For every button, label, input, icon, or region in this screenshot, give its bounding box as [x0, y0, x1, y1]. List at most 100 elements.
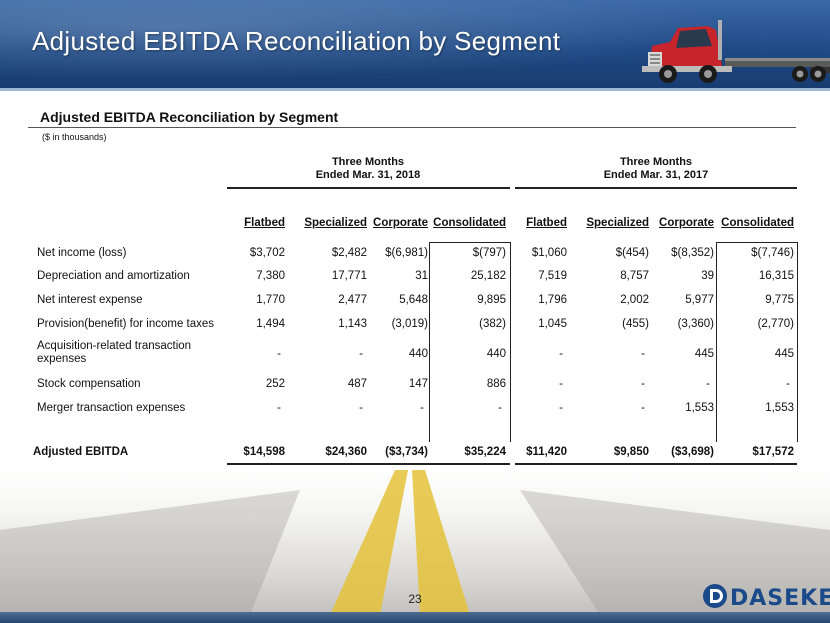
table-cell: 487 [347, 378, 367, 390]
table-cell: 1,770 [256, 294, 285, 306]
table-cell: - [641, 348, 645, 360]
table-cell: 252 [265, 378, 285, 390]
col-header-flatbed-2017: Flatbed [526, 217, 567, 229]
table-cell: 9,775 [765, 294, 794, 306]
table-cell: - [359, 402, 363, 414]
truck-illustration [642, 20, 830, 83]
table-cell: $(6,981) [385, 247, 428, 259]
total-cell: $14,598 [243, 446, 285, 458]
table-cell: (2,770) [757, 318, 794, 330]
col-header-flatbed-2018: Flatbed [244, 217, 285, 229]
col-header-consolidated-2018: Consolidated [433, 217, 506, 229]
table-cell: (382) [479, 318, 506, 330]
consolidated-box-2018 [429, 242, 511, 442]
table-cell: - [641, 378, 645, 390]
table-cell: 445 [694, 348, 714, 360]
table-cell: - [641, 402, 645, 414]
table-cell: 7,380 [256, 270, 285, 282]
table-cell: 9,895 [477, 294, 506, 306]
table-cell: 1,553 [685, 402, 714, 414]
col-header-corporate-2017: Corporate [659, 217, 714, 229]
period-header-2017: Three Months Ended Mar. 31, 2017 [556, 156, 756, 182]
slide-title: Adjusted EBITDA Reconciliation by Segmen… [32, 26, 561, 56]
table-cell: 445 [774, 348, 794, 360]
total-rule-2017 [515, 463, 797, 465]
table-cell: 440 [408, 348, 428, 360]
table-cell: 31 [415, 270, 428, 282]
table-cell: 1,553 [765, 402, 794, 414]
header-divider [0, 88, 830, 91]
title-rule [28, 127, 796, 128]
table-cell: 1,494 [256, 318, 285, 330]
table-cell: 1,045 [538, 318, 567, 330]
table-cell: 147 [408, 378, 428, 390]
col-header-specialized-2018: Specialized [304, 217, 367, 229]
col-header-consolidated-2017: Consolidated [721, 217, 794, 229]
period-rule-2018 [227, 187, 510, 189]
table-cell: 39 [701, 270, 714, 282]
table-cell: $2,482 [331, 247, 367, 259]
table-cell: 17,771 [331, 270, 367, 282]
row-label: Net interest expense [37, 294, 143, 306]
table-cell: 2,002 [620, 294, 649, 306]
period-2018-line2: Ended Mar. 31, 2018 [315, 169, 421, 181]
table-cell: 5,648 [399, 294, 428, 306]
table-cell: - [559, 348, 563, 360]
table-cell: 7,519 [538, 270, 567, 282]
row-label: Provision(benefit) for income taxes [37, 318, 215, 330]
row-label: Depreciation and amortization [37, 270, 190, 282]
table-cell: (3,019) [391, 318, 428, 330]
table-cell: - [559, 402, 563, 414]
total-label: Adjusted EBITDA [33, 446, 129, 458]
table-cell: - [359, 348, 363, 360]
footer-bar [0, 612, 830, 623]
page-number: 23 [408, 592, 422, 606]
table-cell: 1,143 [338, 318, 367, 330]
total-cell: $35,224 [464, 446, 506, 458]
table-title: Adjusted EBITDA Reconciliation by Segmen… [40, 109, 339, 125]
total-cell: ($3,734) [385, 446, 428, 458]
table-cell: $(454) [615, 247, 649, 259]
consolidated-box-2017 [716, 242, 798, 442]
table-cell: $(8,352) [671, 247, 714, 259]
table-cell: 440 [486, 348, 506, 360]
table-cell: 5,977 [685, 294, 714, 306]
table-cell: 886 [486, 378, 506, 390]
period-2017-line1: Three Months [619, 156, 693, 168]
units-note: ($ in thousands) [42, 132, 107, 142]
table-cell: 8,757 [620, 270, 649, 282]
table-cell: (3,360) [677, 318, 714, 330]
table-cell: $(7,746) [751, 247, 794, 259]
total-cell: $11,420 [526, 446, 567, 458]
table-cell: - [277, 348, 281, 360]
col-header-specialized-2017: Specialized [586, 217, 649, 229]
row-label-line2: expenses [37, 353, 87, 365]
logo-mark-icon [703, 584, 727, 608]
table-cell: 1,796 [538, 294, 567, 306]
table-cell: 16,315 [758, 270, 794, 282]
table-cell: 2,477 [338, 294, 367, 306]
row-label: Stock compensation [37, 378, 141, 390]
row-label: Merger transaction expenses [37, 402, 186, 414]
table-cell: $3,702 [249, 247, 285, 259]
table-cell: $(797) [472, 247, 506, 259]
row-label: Net income (loss) [37, 247, 127, 259]
period-2017-line2: Ended Mar. 31, 2017 [603, 169, 709, 181]
period-header-2018: Three Months Ended Mar. 31, 2018 [268, 156, 468, 182]
row-label: Acquisition-related transaction expenses [37, 340, 217, 366]
period-2018-line1: Three Months [331, 156, 405, 168]
total-cell: $9,850 [613, 446, 649, 458]
table-cell: - [786, 378, 790, 390]
col-header-corporate-2018: Corporate [373, 217, 428, 229]
table-cell: - [277, 402, 281, 414]
company-logo: DASEKE [730, 586, 830, 611]
road-lines [0, 470, 830, 615]
row-label-line1: Acquisition-related transaction [37, 340, 192, 352]
total-cell: $24,360 [325, 446, 367, 458]
table-cell: $1,060 [531, 247, 567, 259]
total-cell: $17,572 [752, 446, 794, 458]
table-cell: - [420, 402, 424, 414]
table-cell: (455) [622, 318, 649, 330]
total-cell: ($3,698) [671, 446, 714, 458]
table-cell: - [498, 402, 502, 414]
